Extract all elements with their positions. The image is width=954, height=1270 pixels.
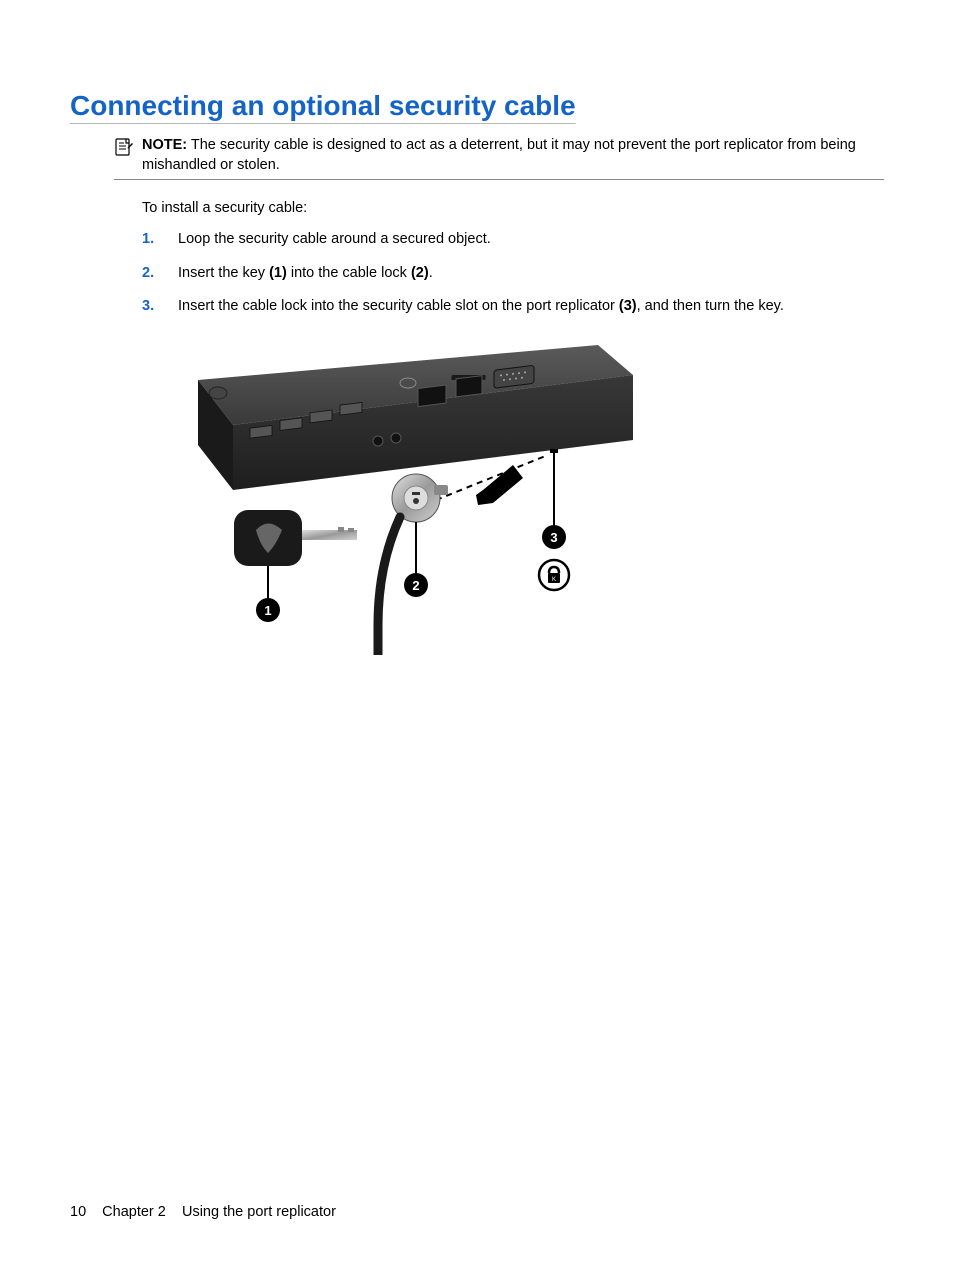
step-text-segment: . — [429, 265, 433, 281]
step-item: 2.Insert the key (1) into the cable lock… — [142, 264, 884, 284]
svg-text:K: K — [552, 577, 556, 583]
svg-text:3: 3 — [550, 530, 557, 545]
lock-slot-icon: K — [539, 560, 569, 590]
step-ref-bold: (2) — [411, 265, 429, 281]
step-text-segment: Insert the cable lock into the security … — [178, 298, 619, 314]
step-item: 1.Loop the security cable around a secur… — [142, 230, 884, 250]
ethernet-port — [418, 385, 446, 406]
step-text: Loop the security cable around a secured… — [178, 230, 491, 250]
step-ref-bold: (3) — [619, 298, 637, 314]
note-label: NOTE: — [142, 137, 187, 153]
step-item: 3.Insert the cable lock into the securit… — [142, 297, 884, 317]
step-ref-bold: (1) — [269, 265, 287, 281]
section-heading: Connecting an optional security cable — [70, 90, 884, 122]
page-footer: 10 Chapter 2 Using the port replicator — [70, 1204, 336, 1220]
svg-text:1: 1 — [264, 603, 271, 618]
callout-3: 3 — [542, 453, 566, 549]
chapter-title — [170, 1204, 182, 1220]
callout-1: 1 — [256, 598, 280, 622]
note-box: NOTE: The security cable is designed to … — [114, 136, 884, 180]
step-number: 3. — [142, 297, 178, 317]
step-text: Insert the key (1) into the cable lock (… — [178, 264, 433, 284]
intro-text: To install a security cable: — [142, 200, 884, 216]
step-number: 1. — [142, 230, 178, 250]
step-number: 2. — [142, 264, 178, 284]
step-text-segment: Insert the key — [178, 265, 269, 281]
step-text-segment: , and then turn the key. — [637, 298, 784, 314]
note-content: NOTE: The security cable is designed to … — [142, 136, 884, 175]
steps-list: 1.Loop the security cable around a secur… — [142, 230, 884, 317]
step-text: Insert the cable lock into the security … — [178, 297, 784, 317]
page-number: 10 — [70, 1204, 86, 1220]
chapter-title-text: Using the port replicator — [182, 1204, 336, 1220]
power-button — [209, 387, 227, 399]
step-text-segment: Loop the security cable around a secured… — [178, 231, 491, 247]
step-text-segment: into the cable lock — [287, 265, 411, 281]
cable-lock — [378, 474, 448, 655]
chapter-label: Chapter 2 — [102, 1204, 166, 1220]
arrow-icon — [476, 465, 523, 505]
callout-2: 2 — [404, 522, 428, 597]
security-cable-illustration: 1 2 3 K — [178, 335, 638, 655]
note-text: The security cable is designed to act as… — [142, 137, 856, 173]
note-icon — [114, 138, 134, 161]
hdmi-port — [456, 375, 482, 396]
svg-text:2: 2 — [412, 578, 419, 593]
security-key — [234, 510, 357, 598]
security-slot — [550, 449, 558, 453]
